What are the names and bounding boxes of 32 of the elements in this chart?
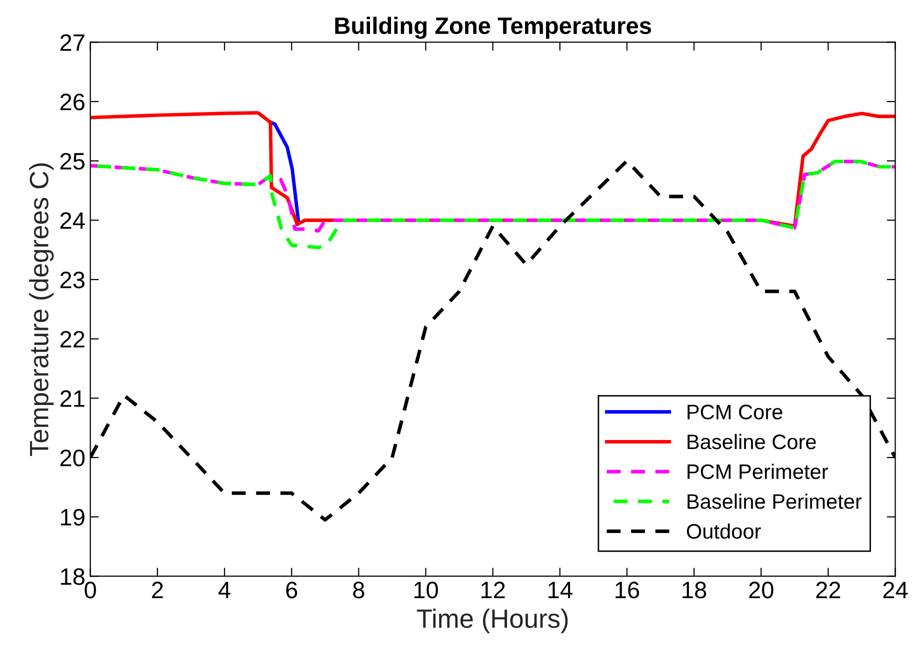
y-tick-label: 27 xyxy=(60,34,84,51)
y-tick-label: 20 xyxy=(60,450,85,466)
x-tick-label: 20 xyxy=(749,582,774,598)
legend-label: Baseline Core xyxy=(688,434,816,450)
legend-label: Baseline Perimeter xyxy=(688,494,862,509)
y-tick-label: 19 xyxy=(61,508,84,526)
y-tick-label: 23 xyxy=(60,272,84,288)
x-tick-label: 0 xyxy=(84,582,96,598)
x-tick-label: 10 xyxy=(414,582,438,598)
line-series xyxy=(268,120,300,222)
x-tick-label: 24 xyxy=(883,582,908,598)
x-tick-label: 12 xyxy=(481,582,505,598)
y-tick-label: 21 xyxy=(60,390,84,407)
x-tick-label: 18 xyxy=(682,582,706,598)
x-tick-label: 14 xyxy=(548,582,572,598)
x-axis-title: Time (Hours) xyxy=(416,608,568,634)
legend-label: PCM Core xyxy=(688,404,782,420)
x-tick-label: 8 xyxy=(353,582,364,598)
y-tick-label: 24 xyxy=(60,212,85,229)
y-tick-label: 25 xyxy=(60,152,85,170)
x-tick-label: 22 xyxy=(816,582,840,598)
legend-label: Outdoor xyxy=(686,523,761,539)
y-tick-label: 26 xyxy=(60,94,84,110)
y-axis-title: Temperature (degrees C) xyxy=(29,163,54,456)
x-tick-label: 2 xyxy=(152,582,163,598)
x-tick-label: 4 xyxy=(218,582,230,598)
legend-label: PCM Perimeter xyxy=(688,464,828,480)
y-tick-label: 18 xyxy=(61,568,84,585)
chart-title: Building Zone Temperatures xyxy=(335,16,652,39)
x-tick-label: 16 xyxy=(616,582,640,598)
y-tick-label: 22 xyxy=(60,330,84,348)
x-tick-label: 6 xyxy=(286,582,298,598)
